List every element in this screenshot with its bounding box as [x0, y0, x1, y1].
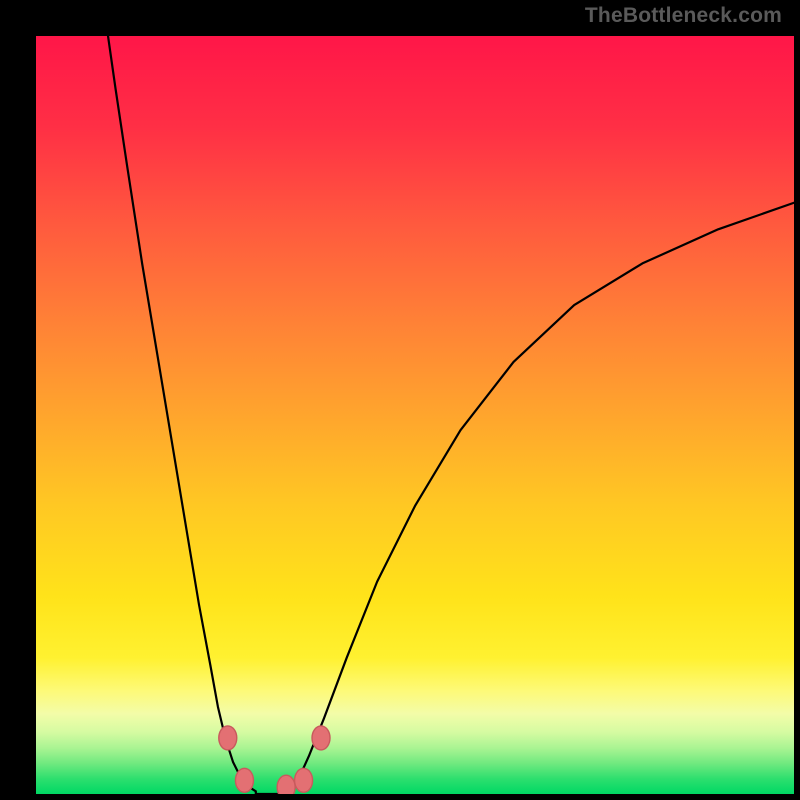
marker-4	[312, 726, 330, 750]
marker-0	[219, 726, 237, 750]
chart-background	[36, 36, 794, 794]
marker-2	[277, 775, 295, 794]
marker-1	[235, 768, 253, 792]
bottleneck-chart	[36, 36, 794, 794]
marker-3	[295, 768, 313, 792]
watermark-text: TheBottleneck.com	[585, 4, 782, 28]
chart-svg	[36, 36, 794, 794]
